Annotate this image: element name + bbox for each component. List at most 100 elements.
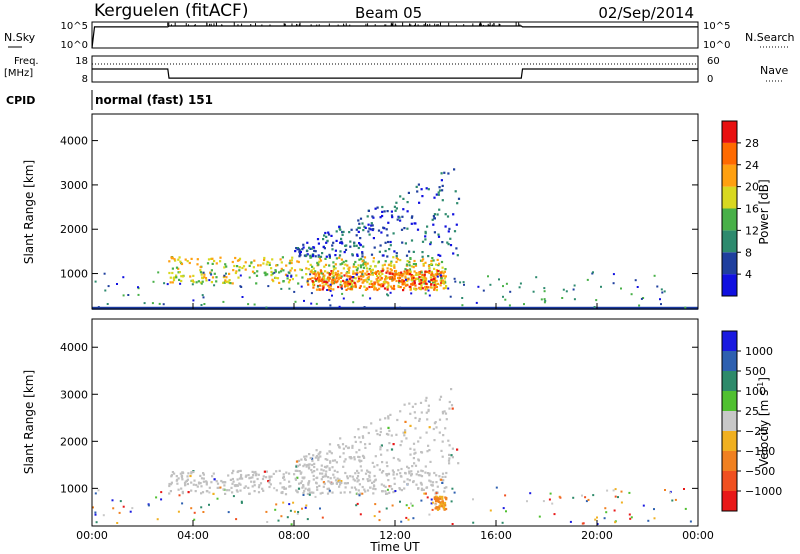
power-echo-cell bbox=[393, 205, 396, 208]
power-echo-cell bbox=[438, 186, 441, 189]
velocity-echo-cell bbox=[385, 461, 388, 464]
velocity-colorbar-swatch bbox=[722, 351, 737, 371]
power-noise-cell bbox=[642, 297, 645, 299]
velocity-echo-cell bbox=[333, 469, 336, 472]
velocity-echo-cell bbox=[414, 416, 417, 420]
power-echo-cell bbox=[381, 264, 384, 267]
sky-noise-trace bbox=[91, 25, 698, 49]
velocity-echo-cell bbox=[186, 482, 189, 486]
power-echo-cell bbox=[338, 225, 341, 228]
power-echo-cell bbox=[436, 258, 439, 261]
power-echo-cell bbox=[389, 244, 392, 247]
velocity-echo-cell bbox=[312, 454, 315, 457]
power-echo-cell bbox=[331, 244, 334, 247]
power-echo-cell bbox=[295, 274, 298, 277]
power-echo-cell bbox=[384, 278, 387, 281]
velocity-noise-cell bbox=[304, 506, 307, 509]
power-noise-cell bbox=[310, 292, 313, 295]
velocity-noise-cell bbox=[581, 494, 583, 497]
power-echo-cell bbox=[370, 253, 374, 256]
power-echo-cell bbox=[424, 235, 427, 238]
power-noise-cell bbox=[427, 289, 430, 292]
power-echo-cell bbox=[315, 273, 318, 276]
power-echo-cell bbox=[425, 282, 428, 285]
velocity-echo-cell bbox=[311, 457, 314, 460]
power-echo-cell bbox=[410, 277, 414, 280]
power-echo-cell bbox=[355, 234, 358, 237]
power-noise-cell bbox=[350, 285, 353, 288]
power-echo-cell bbox=[405, 263, 409, 266]
power-echo-cell bbox=[439, 254, 442, 257]
velocity-echo-cell bbox=[412, 480, 415, 483]
power-noise-cell bbox=[294, 300, 297, 303]
power-echo-cell bbox=[335, 239, 338, 242]
velocity-noise-cell bbox=[321, 516, 324, 519]
velocity-echo-cell bbox=[333, 476, 336, 479]
power-echo-cell bbox=[438, 262, 441, 265]
power-echo-cell bbox=[403, 282, 406, 286]
power-echo-cell bbox=[318, 279, 321, 282]
power-echo-cell bbox=[359, 243, 362, 246]
power-echo-cell bbox=[421, 278, 424, 282]
power-colorbar-swatch bbox=[722, 142, 737, 165]
velocity-echo-cell bbox=[427, 444, 430, 447]
power-echo-cell bbox=[332, 271, 335, 275]
velocity-noise-cell bbox=[614, 488, 617, 491]
power-noise-cell bbox=[572, 288, 575, 291]
power-noise-cell bbox=[620, 287, 622, 290]
power-noise-cell bbox=[346, 278, 349, 281]
power-echo-cell bbox=[413, 259, 416, 263]
power-echo-cell bbox=[312, 254, 315, 257]
power-echo-cell bbox=[419, 287, 422, 290]
velocity-echo-cell bbox=[281, 491, 284, 495]
velocity-echo-cell bbox=[357, 489, 360, 492]
power-noise-cell bbox=[202, 271, 205, 274]
power-echo-cell bbox=[318, 288, 321, 291]
velocity-echo-cell bbox=[376, 433, 379, 436]
power-echo-cell bbox=[422, 278, 425, 281]
velocity-echo-cell bbox=[428, 479, 431, 482]
velocity-echo-cell bbox=[200, 492, 203, 495]
power-echo-cell bbox=[294, 250, 297, 253]
velocity-echo-cell bbox=[406, 465, 409, 468]
power-echo-cell bbox=[311, 265, 314, 268]
velocity-echo-cell bbox=[315, 476, 318, 480]
power-colorbar-tick-label: 4 bbox=[745, 268, 752, 281]
velocity-echo-cell bbox=[428, 472, 431, 475]
power-echo-cell bbox=[345, 284, 348, 287]
velocity-echo-cell bbox=[450, 388, 453, 391]
power-echo-cell bbox=[372, 216, 375, 219]
power-echo-cell bbox=[305, 273, 308, 276]
velocity-colorbar-tick-label: 100 bbox=[745, 385, 766, 398]
power-echo-cell bbox=[366, 281, 369, 284]
power-echo-cell bbox=[370, 285, 373, 288]
velocity-echo-cell bbox=[357, 479, 360, 482]
power-echo-cell bbox=[435, 270, 439, 273]
velocity-echo-cell bbox=[213, 478, 216, 481]
velocity-echo-cell bbox=[299, 472, 302, 475]
velocity-echo-cell bbox=[441, 497, 444, 500]
velocity-noise-cell bbox=[293, 510, 296, 513]
power-echo-cell bbox=[371, 224, 374, 227]
power-echo-cell bbox=[328, 286, 331, 289]
velocity-noise-cell bbox=[435, 492, 438, 495]
velocity-frame bbox=[91, 318, 699, 527]
velocity-colorbar-tick-label: 25 bbox=[745, 405, 759, 418]
velocity-noise-cell bbox=[385, 507, 388, 510]
velocity-echo-cell bbox=[352, 478, 355, 481]
power-echo-cell bbox=[263, 271, 266, 274]
velocity-echo-cell bbox=[441, 410, 444, 413]
power-echo-cell bbox=[186, 260, 189, 263]
power-echo-cell bbox=[446, 241, 449, 244]
power-echo-cell bbox=[262, 262, 265, 265]
power-echo-cell bbox=[323, 234, 326, 237]
velocity-echo-cell bbox=[400, 440, 403, 443]
power-echo-cell bbox=[426, 270, 430, 274]
power-echo-cell bbox=[392, 278, 395, 281]
velocity-echo-cell bbox=[448, 453, 451, 456]
velocity-echo-cell bbox=[424, 471, 427, 474]
velocity-echo-cell bbox=[251, 476, 254, 479]
velocity-echo-cell bbox=[289, 485, 292, 488]
velocity-echo-cell bbox=[395, 473, 399, 476]
power-echo-cell bbox=[355, 244, 358, 247]
